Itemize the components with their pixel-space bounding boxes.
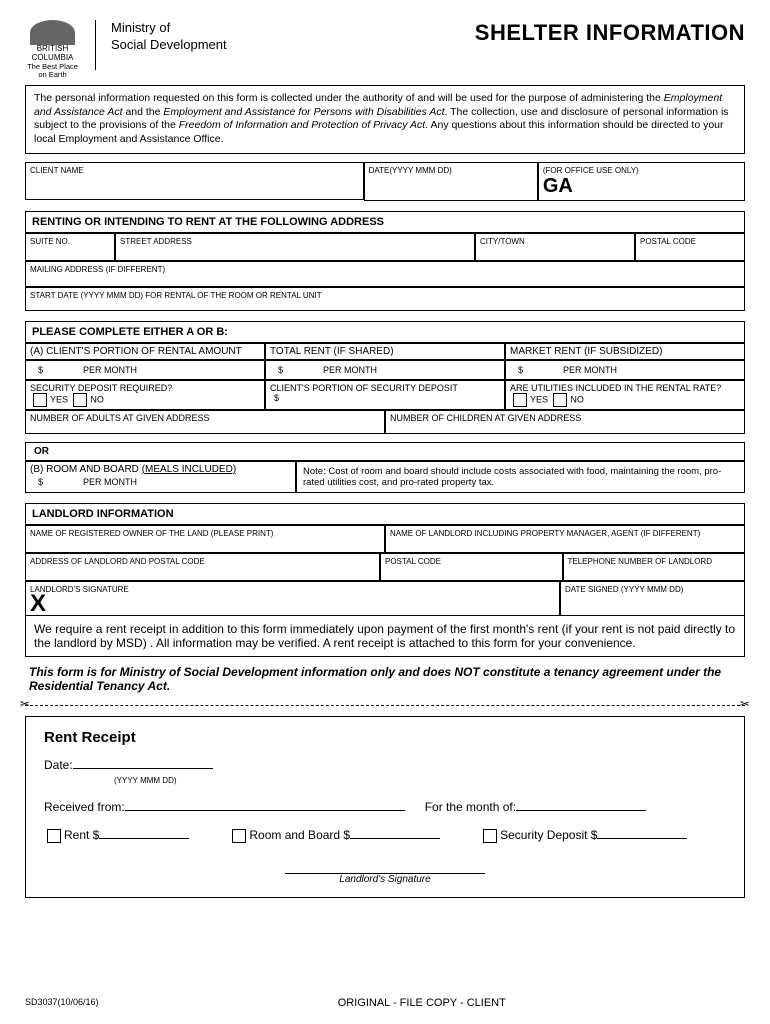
province-tagline: The Best Place on Earth xyxy=(27,62,78,80)
landlord-phone-field[interactable]: TELEPHONE NUMBER OF LANDLORD xyxy=(563,553,746,581)
utilities-yes-checkbox[interactable] xyxy=(513,393,527,407)
client-name-field[interactable]: CLIENT NAME xyxy=(25,162,364,200)
ab-header: PLEASE COMPLETE EITHER A OR B: xyxy=(25,321,745,343)
rent-checkbox[interactable] xyxy=(47,829,61,843)
date-field[interactable]: DATE(YYYY MMM DD) xyxy=(364,162,538,201)
client-security-portion[interactable]: CLIENT'S PORTION OF SECURITY DEPOSIT $ xyxy=(265,380,505,410)
received-from-field[interactable] xyxy=(125,810,405,811)
form-title: SHELTER INFORMATION xyxy=(475,20,745,46)
market-rent-label: MARKET RENT (IF SUBSIDIZED) xyxy=(505,343,745,360)
date-signed-field[interactable]: DATE SIGNED (YYYY MMM DD) xyxy=(560,581,745,616)
children-field[interactable]: NUMBER OF CHILDREN AT GIVEN ADDRESS xyxy=(385,410,745,434)
security-required: SECURITY DEPOSIT REQUIRED? YES NO xyxy=(25,380,265,410)
adults-field[interactable]: NUMBER OF ADULTS AT GIVEN ADDRESS xyxy=(25,410,385,434)
rent-amount-field[interactable] xyxy=(99,838,189,839)
landlord-address-field[interactable]: ADDRESS OF LANDLORD AND POSTAL CODE xyxy=(25,553,380,581)
client-row: CLIENT NAME DATE(YYYY MMM DD) (FOR OFFIC… xyxy=(25,162,745,201)
disclaimer-text: This form is for Ministry of Social Deve… xyxy=(25,657,745,701)
room-board-checkbox[interactable] xyxy=(232,829,246,843)
room-board-label: (B) ROOM AND BOARD (MEALS INCLUDED) $PER… xyxy=(25,461,296,493)
scissors-icon: ✂ xyxy=(20,697,30,711)
receipt-amounts: Rent $ Room and Board $ Security Deposit… xyxy=(44,828,726,843)
form-id: SD3037(10/06/16) xyxy=(25,997,99,1009)
security-no-checkbox[interactable] xyxy=(73,393,87,407)
receipt-signature-line: Landlord's Signature xyxy=(44,873,726,885)
city-field[interactable]: CITY/TOWN xyxy=(475,233,635,261)
security-amount-field[interactable] xyxy=(597,838,687,839)
utilities-included: ARE UTILITIES INCLUDED IN THE RENTAL RAT… xyxy=(505,380,745,410)
receipt-title: Rent Receipt xyxy=(44,729,726,746)
or-separator: OR xyxy=(25,442,745,461)
market-amount[interactable]: $PER MONTH xyxy=(505,360,745,380)
office-use-field: (FOR OFFICE USE ONLY) GA xyxy=(538,162,745,201)
landlord-header: LANDLORD INFORMATION xyxy=(25,503,745,525)
postal-field[interactable]: POSTAL CODE xyxy=(635,233,745,261)
ga-code: GA xyxy=(543,175,740,198)
receipt-date-line: Date: (YYYY MMM DD) xyxy=(44,758,726,786)
room-board-note: Note: Cost of room and board should incl… xyxy=(296,461,745,493)
street-field[interactable]: STREET ADDRESS xyxy=(115,233,475,261)
signature-x: X xyxy=(30,594,555,613)
manager-name-field[interactable]: NAME OF LANDLORD INCLUDING PROPERTY MANA… xyxy=(385,525,745,553)
suite-field[interactable]: SUITE NO. xyxy=(25,233,115,261)
room-board-amount-field[interactable] xyxy=(350,838,440,839)
received-from-line: Received from: For the month of: xyxy=(44,800,726,814)
mailing-field[interactable]: MAILING ADDRESS (IF DIFFERENT) xyxy=(25,261,745,287)
header-left: BRITISH COLUMBIAThe Best Place on Earth … xyxy=(25,20,227,75)
security-yes-checkbox[interactable] xyxy=(33,393,47,407)
province-name: BRITISH COLUMBIA xyxy=(32,44,74,62)
owner-name-field[interactable]: NAME OF REGISTERED OWNER OF THE LAND (PL… xyxy=(25,525,385,553)
landlord-postal-field[interactable]: POSTAL CODE xyxy=(380,553,563,581)
bc-logo: BRITISH COLUMBIAThe Best Place on Earth xyxy=(25,20,80,75)
cut-line: ✂ ✂ xyxy=(25,705,745,706)
header-divider xyxy=(95,20,96,70)
start-date-field[interactable]: START DATE (YYYY MMM DD) for rental of t… xyxy=(25,287,745,311)
ministry-name: Ministry of Social Development xyxy=(111,20,227,54)
privacy-notice: The personal information requested on th… xyxy=(25,85,745,154)
rent-receipt-section: Rent Receipt Date: (YYYY MMM DD) Receive… xyxy=(25,716,745,898)
month-of-field[interactable] xyxy=(516,810,646,811)
renting-header: RENTING OR INTENDING TO RENT AT THE FOLL… xyxy=(25,211,745,233)
total-amount[interactable]: $PER MONTH xyxy=(265,360,505,380)
copy-instruction: ORIGINAL - FILE COPY - CLIENT xyxy=(338,997,506,1009)
security-checkbox[interactable] xyxy=(483,829,497,843)
portion-a-label: (A) CLIENT'S PORTION OF RENTAL AMOUNT xyxy=(25,343,265,360)
landlord-signature-field[interactable]: LANDLORD'S SIGNATURE X xyxy=(25,581,560,616)
portion-amount[interactable]: $PER MONTH xyxy=(25,360,265,380)
form-footer: SD3037(10/06/16) ORIGINAL - FILE COPY - … xyxy=(25,997,745,1009)
rent-receipt-note: We require a rent receipt in addition to… xyxy=(25,616,745,657)
scissors-icon: ✂ xyxy=(740,697,750,711)
form-header: BRITISH COLUMBIAThe Best Place on Earth … xyxy=(25,20,745,75)
utilities-no-checkbox[interactable] xyxy=(553,393,567,407)
receipt-date-field[interactable] xyxy=(73,768,213,769)
total-rent-label: TOTAL RENT (IF SHARED) xyxy=(265,343,505,360)
